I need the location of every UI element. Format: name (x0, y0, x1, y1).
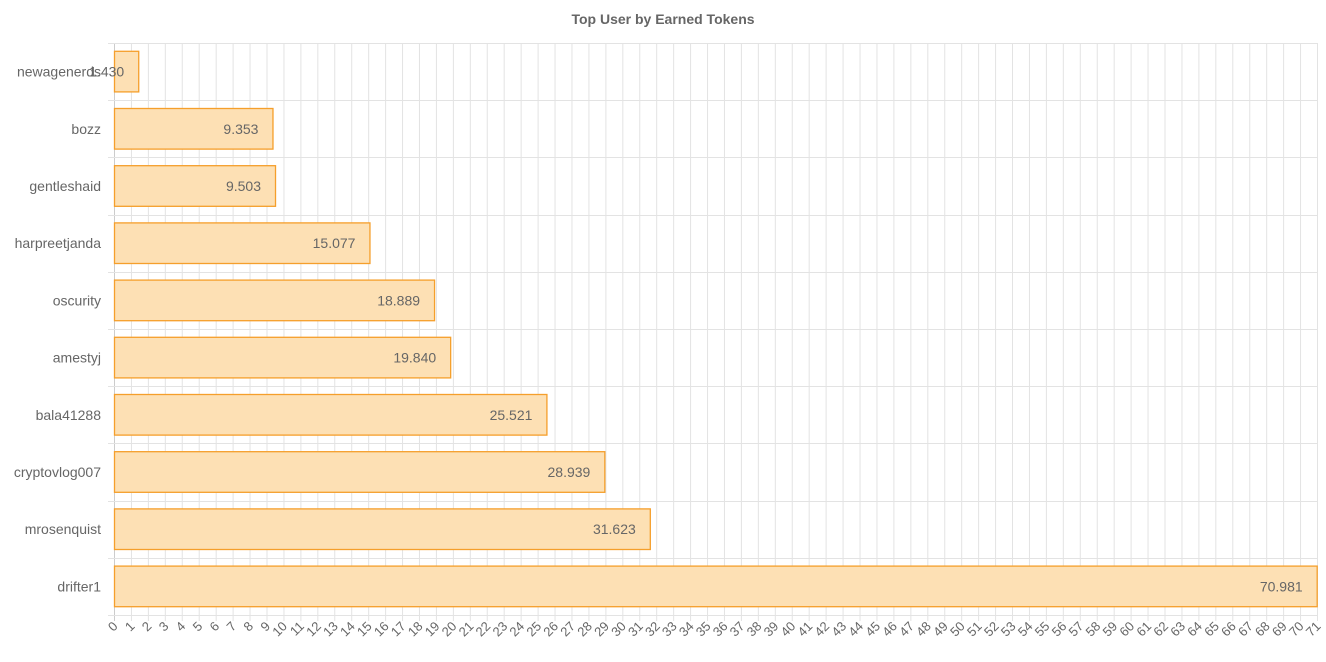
bars-layer: 1.430 9.353 9.503 15.077 18.889 19.840 25.521 2… (89, 50, 1318, 608)
bar[interactable] (113, 222, 371, 265)
category-label: gentleshaid (29, 178, 101, 194)
bar[interactable] (113, 107, 274, 150)
x-tick-label: 7 (224, 619, 240, 635)
bar-value-label: 70.981 (1260, 578, 1303, 594)
category-label: drifter1 (57, 578, 101, 594)
category-label: amestyj (53, 350, 101, 366)
bar[interactable] (113, 393, 548, 436)
bar-value-label: 1.430 (89, 64, 124, 80)
category-label: harpreetjanda (15, 235, 102, 251)
x-tick-label: 3 (156, 619, 172, 635)
x-tick-label: 2 (139, 619, 155, 635)
category-label: bozz (71, 121, 101, 137)
bar[interactable] (113, 50, 140, 93)
bar-value-label: 15.077 (313, 235, 356, 251)
bar-value-label: 28.939 (548, 464, 591, 480)
x-tick-label: 8 (240, 619, 256, 635)
bar[interactable] (113, 279, 436, 322)
bar-value-label: 18.889 (377, 292, 420, 308)
category-label: bala41288 (36, 407, 102, 423)
bar-value-label: 9.503 (226, 178, 261, 194)
category-label: cryptovlog007 (14, 464, 101, 480)
x-tick-label: 4 (173, 619, 189, 635)
category-label: newagenerds (17, 64, 101, 80)
chart-title: Top User by Earned Tokens (571, 11, 755, 27)
x-tick-label: 0 (105, 619, 121, 635)
bar[interactable] (113, 508, 651, 551)
bar[interactable] (113, 451, 606, 493)
x-tick-label: 1 (122, 619, 138, 635)
bar-value-label: 19.840 (393, 350, 436, 366)
category-labels: newagenerds bozz gentleshaid harpreetjanda o… (14, 64, 101, 595)
x-tick-label: 6 (207, 619, 223, 635)
bar-value-label: 9.353 (223, 121, 258, 137)
x-tick-label: 5 (190, 619, 206, 635)
x-tick-label: 71 (1303, 619, 1324, 640)
bar[interactable] (113, 565, 1318, 608)
category-label: oscurity (53, 292, 101, 308)
category-label: mrosenquist (25, 521, 101, 537)
bar[interactable] (113, 336, 452, 379)
x-axis-ticks: 0 1 2 3 4 5 6 7 8 9101112131415161718192021222324… (105, 619, 1324, 640)
bar-value-label: 25.521 (490, 407, 533, 423)
bar-value-label: 31.623 (593, 521, 636, 537)
bar[interactable] (113, 165, 277, 207)
